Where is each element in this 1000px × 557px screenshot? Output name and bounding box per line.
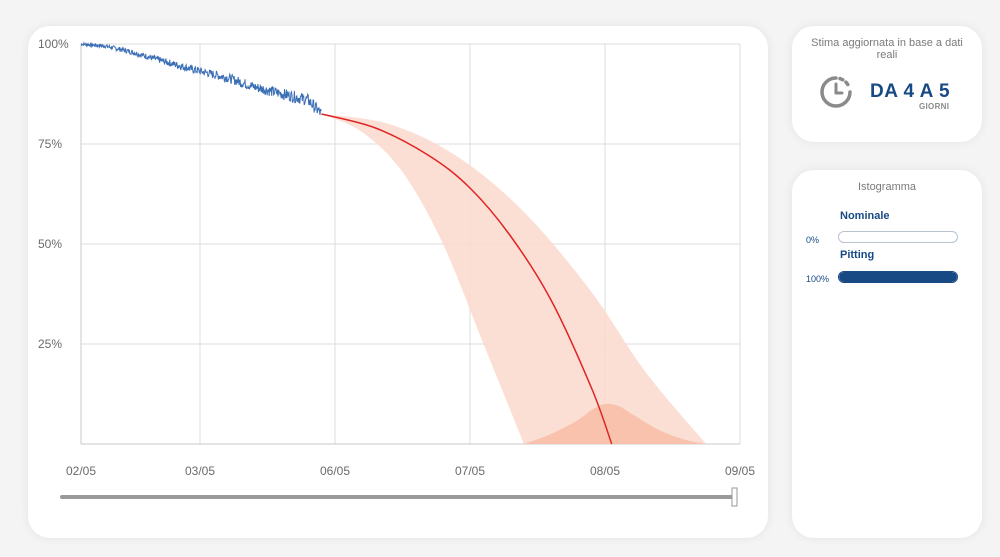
x-tick-label: 06/05 xyxy=(320,464,350,478)
observed-series-line xyxy=(80,41,322,116)
clock-icon xyxy=(818,74,854,115)
estimate-card: Stima aggiornata in base a dati reali DA… xyxy=(792,26,982,142)
histogram-percent-pitting: 100% xyxy=(806,274,830,284)
x-tick-label: 09/05 xyxy=(725,464,755,478)
y-tick-label: 25% xyxy=(38,337,62,351)
x-tick-label: 08/05 xyxy=(590,464,620,478)
histogram-card: Istogramma Nominale 0% Pitting 100% xyxy=(792,170,982,538)
histogram-label-nominale: Nominale xyxy=(840,210,890,222)
histogram-bar-nominale xyxy=(838,231,958,243)
y-tick-label: 100% xyxy=(38,37,69,51)
time-slider-handle[interactable] xyxy=(731,487,738,507)
histogram-percent-nominale: 0% xyxy=(806,235,820,245)
histogram-label-pitting: Pitting xyxy=(840,249,875,261)
estimate-value: DA 4 A 5 xyxy=(870,81,951,102)
y-tick-label: 75% xyxy=(38,137,62,151)
y-tick-label: 50% xyxy=(38,237,62,251)
estimate-unit: GIORNI xyxy=(919,102,950,111)
degradation-chart: 100% 75% 50% 25% 02/05 03/05 06/05 07/05 08/05 09… xyxy=(38,37,755,507)
forecast-series-line xyxy=(321,113,613,445)
x-tick-label: 02/05 xyxy=(66,464,96,478)
histogram-bar-pitting xyxy=(838,271,958,283)
histogram-fill-pitting xyxy=(839,272,957,282)
x-tick-label: 03/05 xyxy=(185,464,215,478)
confidence-band xyxy=(321,114,707,444)
estimate-title: Stima aggiornata in base a dati reali xyxy=(811,37,963,61)
histogram-title: Istogramma xyxy=(857,181,917,193)
chart-card: 100% 75% 50% 25% 02/05 03/05 06/05 07/05 08/05 09… xyxy=(28,26,768,538)
failure-distribution xyxy=(524,403,707,444)
x-tick-label: 07/05 xyxy=(455,464,485,478)
